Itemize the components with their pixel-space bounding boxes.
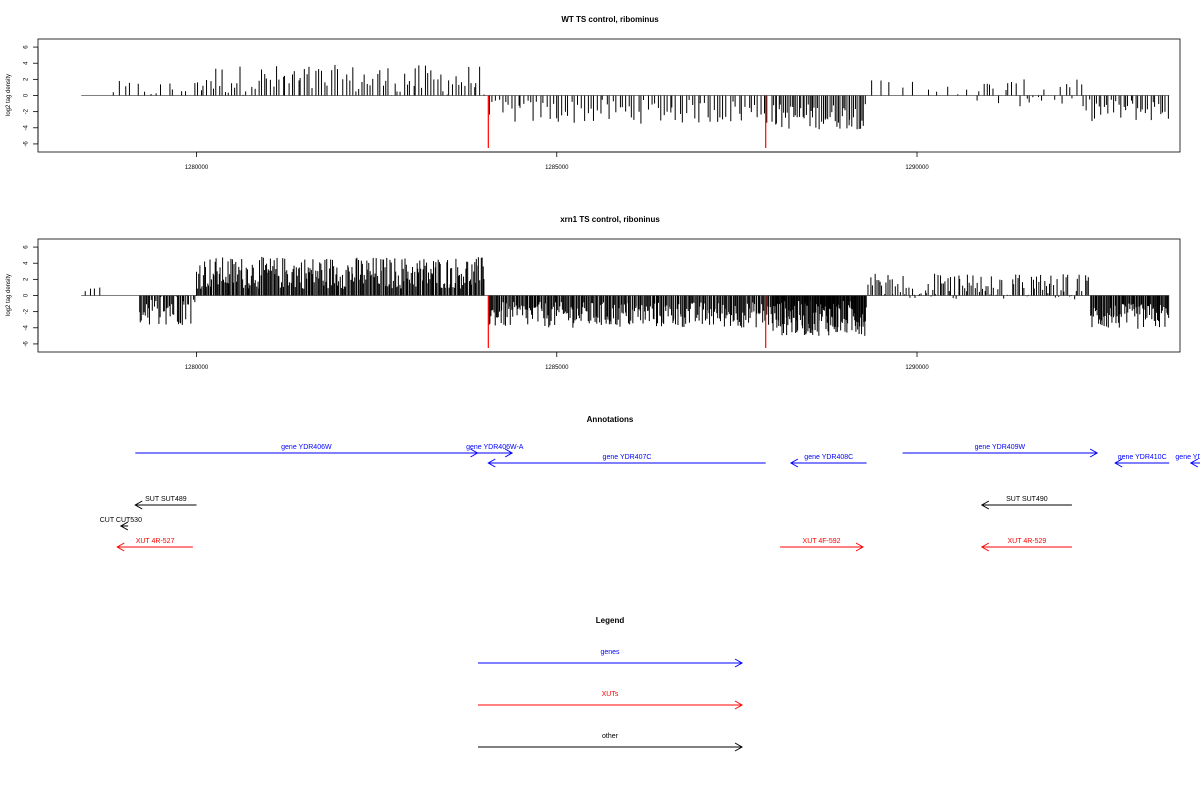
annotations-title: Annotations bbox=[587, 415, 634, 424]
feature-label: gene YDR408C bbox=[804, 454, 853, 461]
x-tick-label: 1285000 bbox=[545, 165, 569, 171]
y-tick-label: 6 bbox=[24, 45, 30, 49]
panel-title-wt: WT TS control, ribominus bbox=[561, 15, 659, 24]
panel-title-xrn1: xrn1 TS control, riboninus bbox=[560, 215, 660, 224]
legend-items: genes XUTs other bbox=[478, 649, 744, 752]
feature-label: gene YDR409W bbox=[975, 444, 1026, 451]
annotation-features: gene YDR406W gene YDR406W-A gene YDR407C ge… bbox=[100, 444, 1200, 552]
y-tick-label: -4 bbox=[24, 124, 30, 130]
y-tick-label: 4 bbox=[24, 61, 30, 65]
legend-item-XUTs: XUTs bbox=[478, 691, 744, 710]
legend-title: Legend bbox=[596, 616, 625, 625]
x-tick-label: 1280000 bbox=[185, 365, 209, 371]
feature-label: gene YDR410C bbox=[1118, 454, 1167, 461]
feature-label: gene YDR407C bbox=[603, 454, 652, 461]
feature-gene: gene YDR408C bbox=[789, 454, 867, 468]
legend-label: other bbox=[602, 733, 619, 740]
y-tick-label: 0 bbox=[24, 93, 30, 97]
feature-other: SUT SUT490 bbox=[980, 496, 1072, 510]
y-tick-label: 4 bbox=[24, 261, 30, 265]
y-tick-label: -6 bbox=[24, 341, 30, 347]
feature-gene: gene YDR41 bbox=[1175, 454, 1200, 468]
feature-gene: gene YDR409W bbox=[902, 444, 1099, 458]
x-tick-label: 1290000 bbox=[905, 365, 929, 371]
x-axis-xrn1: 1280000 1285000 1290000 bbox=[185, 351, 929, 371]
feature-label: gene YDR406W-A bbox=[466, 444, 524, 451]
y-tick-label: -2 bbox=[24, 308, 30, 314]
annotations-track: Annotations gene YDR406W gene YDR406W-Age… bbox=[100, 415, 1200, 552]
x-tick-label: 1285000 bbox=[545, 365, 569, 371]
feature-label: gene YDR41 bbox=[1175, 454, 1200, 461]
feature-gene: gene YDR410C bbox=[1114, 454, 1170, 468]
xrn1-tag-density-panel: xrn1 TS control, riboninus log2 tag dens… bbox=[6, 215, 1181, 371]
y-axis-xrn1: 6 4 2 0 -2 -4 -6 bbox=[24, 245, 39, 347]
y-tick-label: -6 bbox=[24, 141, 30, 147]
y-tick-label: 0 bbox=[24, 293, 30, 297]
y-axis-wt: 6 4 2 0 -2 -4 -6 bbox=[24, 45, 39, 147]
feature-gene: gene YDR406W-A bbox=[466, 444, 524, 458]
legend-label: genes bbox=[600, 649, 620, 656]
feature-label: XUT 4R-527 bbox=[136, 538, 175, 545]
bars-xrn1 bbox=[81, 256, 1170, 348]
feature-label: SUT SUT490 bbox=[1006, 496, 1048, 503]
feature-xut: XUT 4F-592 bbox=[780, 538, 864, 552]
feature-label: XUT 4F-592 bbox=[803, 538, 841, 545]
feature-xut: XUT 4R-527 bbox=[116, 538, 193, 552]
y-tick-label: 2 bbox=[24, 277, 30, 281]
feature-gene: gene YDR406W bbox=[135, 444, 479, 458]
legend-item-genes: genes bbox=[478, 649, 744, 668]
bars-wt bbox=[81, 64, 1170, 148]
y-axis-label-xrn1: log2 tag density bbox=[6, 274, 12, 316]
feature-label: gene YDR406W bbox=[281, 444, 332, 451]
y-tick-label: 6 bbox=[24, 245, 30, 249]
feature-label: CUT CUT530 bbox=[100, 517, 142, 524]
feature-other: CUT CUT530 bbox=[100, 517, 142, 531]
legend-label: XUTs bbox=[602, 691, 619, 698]
y-tick-label: -2 bbox=[24, 108, 30, 114]
legend-item-other: other bbox=[478, 733, 744, 752]
x-tick-label: 1290000 bbox=[905, 165, 929, 171]
feature-other: SUT SUT489 bbox=[134, 496, 197, 510]
x-axis-wt: 1280000 1285000 1290000 bbox=[185, 151, 929, 171]
y-tick-label: -4 bbox=[24, 324, 30, 330]
feature-gene: gene YDR407C bbox=[487, 454, 766, 468]
y-tick-label: 2 bbox=[24, 77, 30, 81]
feature-label: SUT SUT489 bbox=[145, 496, 187, 503]
feature-label: XUT 4R-529 bbox=[1008, 538, 1047, 545]
legend: Legend genes XUTs other bbox=[478, 616, 744, 752]
wt-tag-density-panel: WT TS control, ribominus log2 tag densit… bbox=[6, 15, 1181, 171]
y-axis-label-wt: log2 tag density bbox=[6, 74, 12, 116]
feature-xut: XUT 4R-529 bbox=[980, 538, 1072, 552]
x-tick-label: 1280000 bbox=[185, 165, 209, 171]
